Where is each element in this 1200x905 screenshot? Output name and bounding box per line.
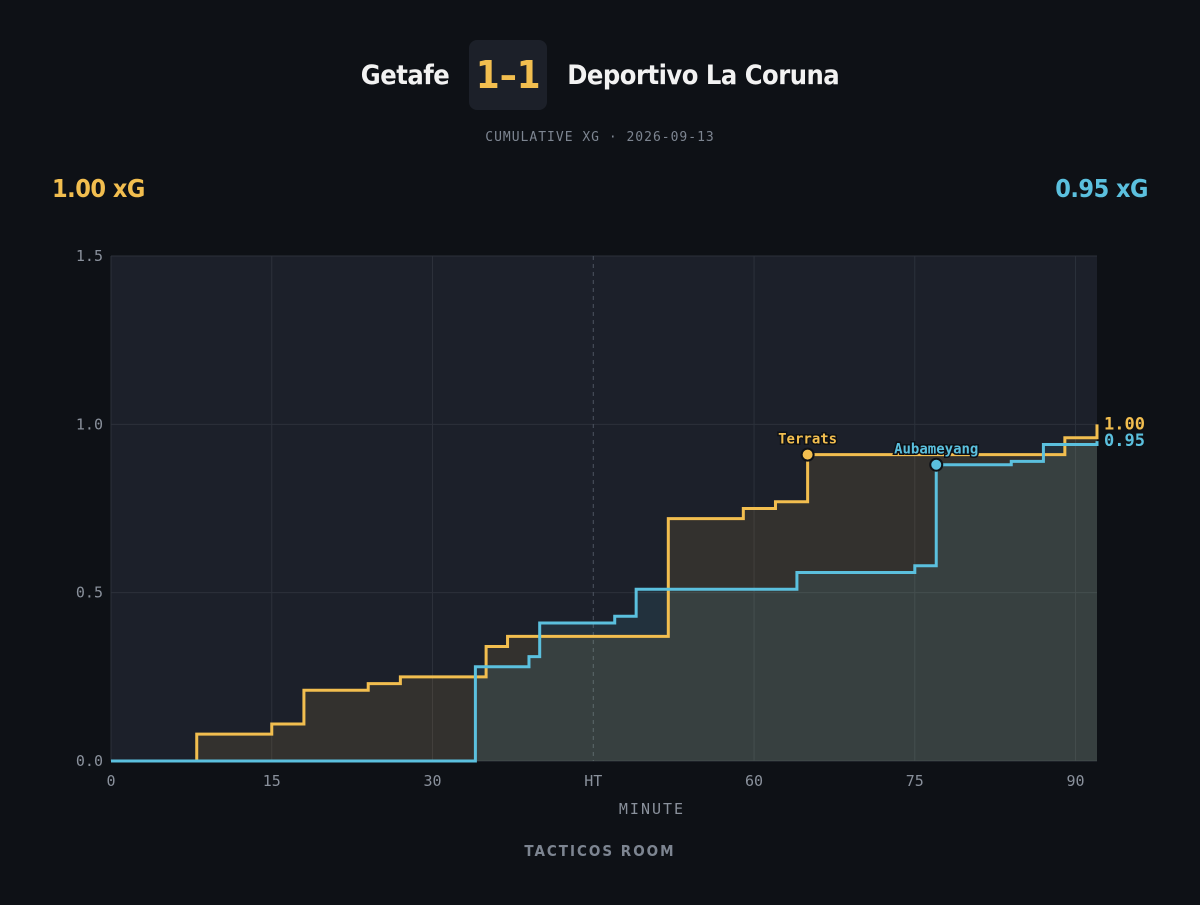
goal-marker bbox=[929, 457, 944, 472]
x-tick-label: HT bbox=[584, 772, 602, 790]
series-line-away bbox=[111, 441, 1099, 763]
match-header: Getafe 1–1 Deportivo La Coruna bbox=[0, 40, 1200, 110]
y-tick-label: 1.5 bbox=[76, 247, 103, 265]
plot-area bbox=[111, 256, 1097, 761]
y-tick-label: 0.0 bbox=[76, 752, 103, 770]
y-tick-label: 0.5 bbox=[76, 584, 103, 602]
series-end-label: 0.95 bbox=[1104, 431, 1145, 451]
away-team-name: Deportivo La Coruna bbox=[567, 59, 840, 91]
series-end-label: 1.00 bbox=[1104, 414, 1145, 434]
series-area-home bbox=[111, 424, 1097, 761]
x-tick-label: 30 bbox=[423, 772, 441, 790]
home-team-name: Getafe bbox=[360, 59, 450, 91]
score-badge: 1–1 bbox=[469, 40, 548, 110]
y-tick-label: 1.0 bbox=[76, 415, 103, 433]
series-line-home bbox=[111, 424, 1099, 763]
x-tick-label: 75 bbox=[906, 772, 924, 790]
x-tick-label: 60 bbox=[745, 772, 763, 790]
goal-marker bbox=[800, 447, 815, 462]
away-xg-total: 0.95 xG bbox=[1055, 174, 1148, 203]
home-xg-total: 1.00 xG bbox=[52, 174, 145, 203]
goal-scorer-label: Aubameyang bbox=[894, 442, 978, 458]
score-text: 1–1 bbox=[475, 53, 541, 97]
goal-scorer-label: Terrats bbox=[778, 432, 837, 448]
series-area-away bbox=[111, 441, 1097, 761]
x-axis-label: MINUTE bbox=[619, 800, 685, 818]
chart-subtitle: CUMULATIVE XG · 2026-09-13 bbox=[485, 130, 715, 145]
x-tick-label: 90 bbox=[1067, 772, 1085, 790]
x-tick-label: 15 bbox=[263, 772, 281, 790]
footer-brand: TACTICOS ROOM bbox=[524, 842, 676, 860]
x-tick-label: 0 bbox=[106, 772, 115, 790]
